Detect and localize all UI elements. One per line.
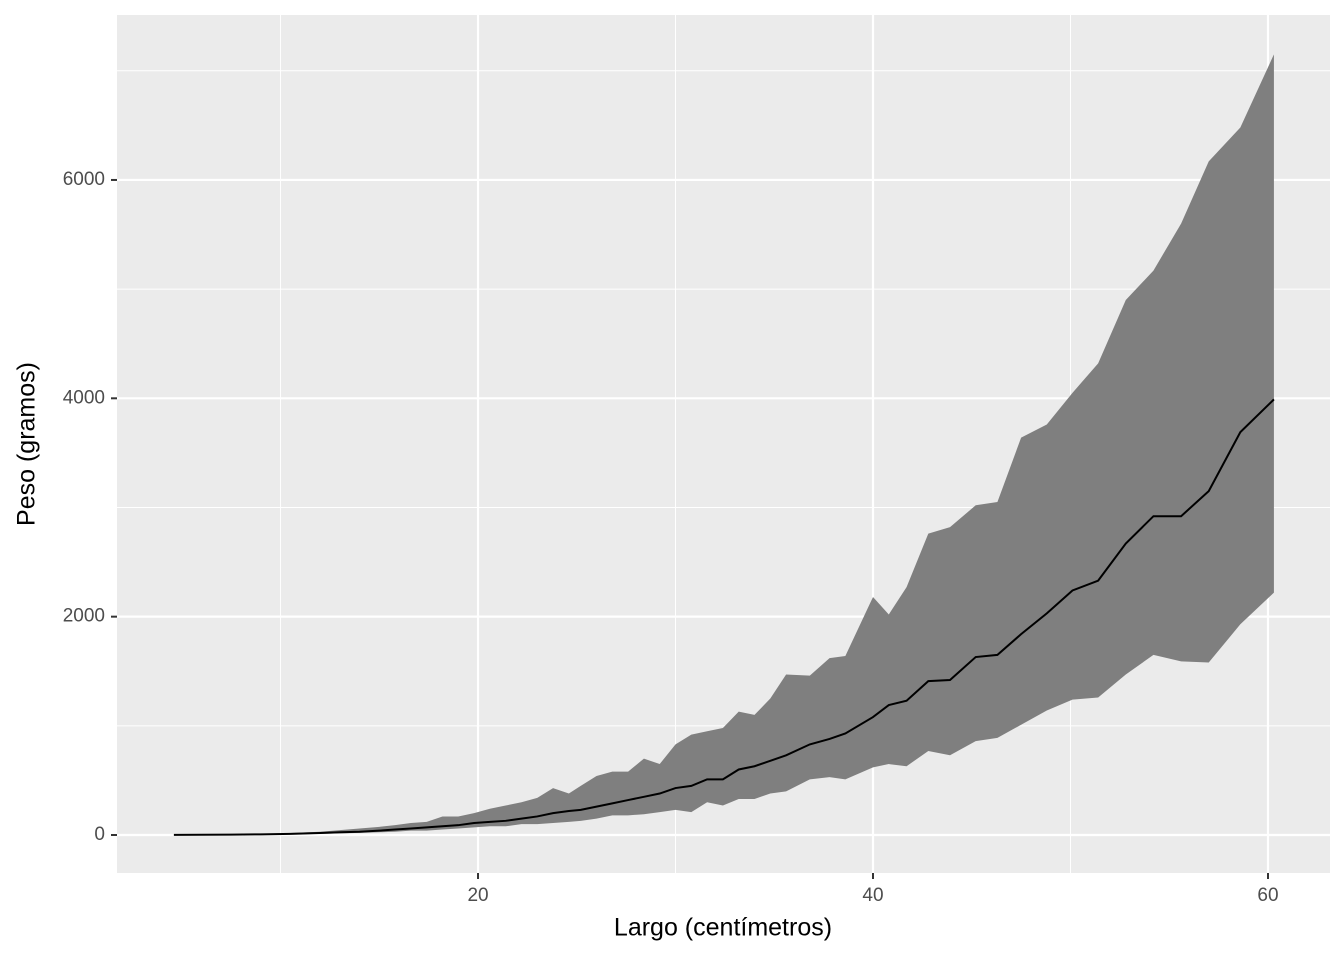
- y-tick-label: 2000: [63, 606, 105, 627]
- x-tick-label: 60: [1257, 885, 1278, 906]
- y-tick-label: 6000: [63, 169, 105, 190]
- x-tick-label: 20: [467, 885, 488, 906]
- y-axis-title: Peso (gramos): [13, 362, 41, 526]
- x-tick-label: 40: [862, 885, 883, 906]
- y-tick-label: 4000: [63, 387, 105, 408]
- x-axis-title: Largo (centímetros): [614, 914, 832, 942]
- ribbon: [173, 54, 1274, 835]
- y-tick-label: 0: [94, 824, 105, 845]
- line: [173, 398, 1275, 836]
